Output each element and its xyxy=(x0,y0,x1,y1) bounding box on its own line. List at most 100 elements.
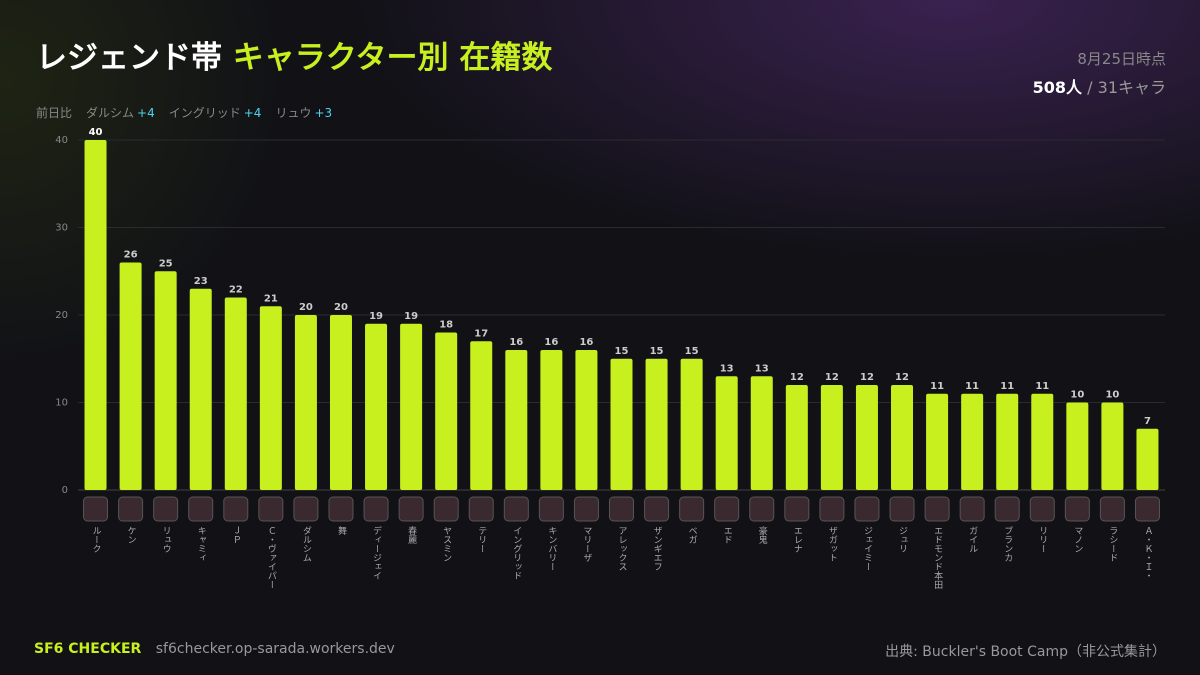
value-label: 20 xyxy=(299,302,313,313)
bar xyxy=(715,376,738,490)
character-icon xyxy=(573,496,599,522)
title-main: レジェンド帯 xyxy=(36,40,222,76)
x-tick-label: ラシード xyxy=(1107,526,1118,562)
bar xyxy=(961,393,984,490)
value-label: 11 xyxy=(1035,381,1049,392)
x-tick-label: ベガ xyxy=(686,526,697,544)
bar xyxy=(189,288,212,490)
character-icon xyxy=(819,496,845,522)
value-label: 11 xyxy=(930,381,944,392)
bar xyxy=(926,393,949,490)
value-label: 21 xyxy=(264,293,278,304)
character-icon xyxy=(363,496,389,522)
x-tick-label: 豪鬼 xyxy=(756,526,767,544)
y-tick-label: 30 xyxy=(55,223,68,234)
value-label: 19 xyxy=(404,311,418,322)
x-tick-label: ヤスミン xyxy=(441,526,452,562)
bar xyxy=(470,341,493,490)
x-tick-label: キャミィ xyxy=(195,526,206,562)
url: sf6checker.op-sarada.workers.dev xyxy=(155,641,395,657)
bar xyxy=(505,350,528,490)
character-icon xyxy=(258,496,284,522)
diff-delta: +3 xyxy=(314,106,333,120)
bar xyxy=(259,306,282,490)
character-icon xyxy=(398,496,424,522)
value-label: 16 xyxy=(544,337,558,348)
value-label: 11 xyxy=(1000,381,1014,392)
y-tick-label: 40 xyxy=(55,135,68,146)
value-label: 7 xyxy=(1144,416,1151,427)
bar xyxy=(1066,402,1089,490)
character-icon xyxy=(609,496,634,522)
footer-left: SF6 CHECKER sf6checker.op-sarada.workers… xyxy=(34,641,395,657)
bar xyxy=(224,297,247,490)
bar xyxy=(329,315,352,490)
character-icon xyxy=(924,496,950,522)
bar xyxy=(365,323,388,490)
character-icon xyxy=(118,496,144,522)
bar xyxy=(400,323,423,490)
value-label: 26 xyxy=(124,250,138,261)
x-tick-label: 舞 xyxy=(335,526,346,535)
x-tick-label: エドモンド本田 xyxy=(932,526,943,589)
character-icon xyxy=(433,496,459,522)
character-icon xyxy=(784,496,810,522)
value-label: 25 xyxy=(159,258,173,269)
character-icon xyxy=(1064,496,1090,522)
value-label: 10 xyxy=(1105,390,1119,401)
value-label: 18 xyxy=(439,320,453,331)
bar xyxy=(855,385,878,490)
x-tick-label: ルーク xyxy=(90,526,101,553)
date: 8月25日時点 xyxy=(1077,50,1166,68)
x-tick-label: Ａ・Ｋ・Ｉ・ xyxy=(1142,526,1153,580)
value-label: 12 xyxy=(860,372,874,383)
character-icon xyxy=(223,496,249,522)
character-icon xyxy=(679,496,705,522)
x-tick-label: イングリッド xyxy=(511,526,522,580)
bar xyxy=(680,358,703,490)
value-label: 40 xyxy=(89,127,103,138)
diff-delta: +4 xyxy=(137,106,155,120)
diff-row: 前日比 ダルシム +4 イングリッド +4 リュウ +3 xyxy=(36,104,332,121)
totals: 508人 / 31キャラ xyxy=(1033,74,1166,98)
x-tick-label: 春麗 xyxy=(406,526,417,544)
character-icon xyxy=(1029,496,1055,522)
x-tick-label: ジェイミー xyxy=(861,526,872,571)
value-label: 16 xyxy=(579,337,593,348)
value-label: 12 xyxy=(790,372,804,383)
character-icon xyxy=(889,496,915,522)
value-label: 12 xyxy=(895,372,909,383)
diff-name: リュウ xyxy=(275,106,312,120)
source: 出典: Buckler's Boot Camp（非公式集計） xyxy=(885,644,1166,660)
value-label: 11 xyxy=(965,381,979,392)
character-icon xyxy=(1099,496,1125,522)
value-label: 10 xyxy=(1070,390,1084,401)
x-tick-label: リュウ xyxy=(160,526,171,553)
value-label: 12 xyxy=(825,372,839,383)
value-label: 15 xyxy=(650,346,664,357)
x-tick-label: エド xyxy=(721,526,732,544)
value-label: 16 xyxy=(509,337,523,348)
diff-name: イングリッド xyxy=(168,106,241,120)
x-tick-label: ガイル xyxy=(967,526,978,553)
value-label: 15 xyxy=(685,346,699,357)
bar xyxy=(540,350,563,490)
y-tick-label: 10 xyxy=(55,398,68,409)
x-tick-label: アレックス xyxy=(616,526,627,571)
bar xyxy=(294,315,317,490)
bar xyxy=(996,393,1019,490)
brand: SF6 CHECKER xyxy=(34,641,142,657)
character-icon xyxy=(538,496,564,522)
character-icon xyxy=(644,496,670,522)
bar xyxy=(1136,428,1159,490)
count: / 31キャラ xyxy=(1087,78,1166,97)
x-tick-label: リリー xyxy=(1037,526,1048,553)
x-tick-label: テリー xyxy=(476,526,487,553)
character-icon xyxy=(328,496,354,522)
character-icon xyxy=(468,496,494,522)
character-icon xyxy=(188,496,214,522)
bar xyxy=(750,376,773,490)
y-tick-label: 0 xyxy=(62,485,68,496)
bar xyxy=(820,385,843,490)
